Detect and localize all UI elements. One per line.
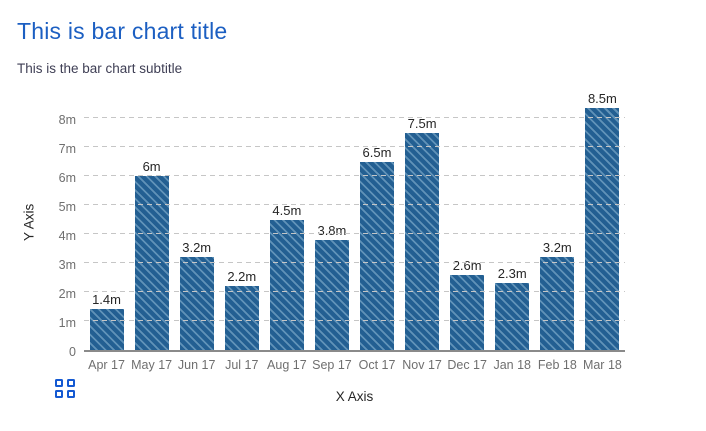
- bar[interactable]: [314, 239, 349, 350]
- page-subtitle: This is the bar chart subtitle: [17, 61, 183, 76]
- x-tick-label: Jun 17: [177, 358, 216, 372]
- bar-slot: 2.3m: [490, 92, 535, 350]
- bar[interactable]: [360, 161, 394, 350]
- x-tick-label: Feb 18: [537, 358, 577, 372]
- gridline: [84, 291, 625, 292]
- bar-slot: 3.2m: [174, 92, 219, 350]
- x-tick-label: Sep 17: [312, 358, 352, 372]
- gridline: [84, 146, 625, 147]
- bar-value-label: 2.3m: [497, 266, 527, 282]
- y-tick-label: 6m: [58, 171, 76, 185]
- bar[interactable]: [269, 219, 304, 350]
- y-tick-label: 5m: [58, 200, 76, 214]
- bar[interactable]: [179, 257, 214, 350]
- bar-value-label: 3.2m: [542, 240, 572, 256]
- y-axis-tick-labels: 0 1m 2m 3m 4m 5m 6m 7m 8m: [0, 92, 76, 359]
- bar[interactable]: [134, 176, 169, 350]
- grid-squares-icon[interactable]: [55, 379, 76, 399]
- bar-slot: 1.4m: [84, 92, 129, 350]
- bar[interactable]: [585, 108, 620, 350]
- page-title: This is bar chart title: [17, 18, 228, 44]
- y-tick-label: 8m: [58, 113, 76, 127]
- gridline: [84, 204, 625, 205]
- bar-value-label: 2.2m: [227, 269, 257, 285]
- grid-square: [67, 390, 75, 398]
- bar[interactable]: [540, 257, 575, 350]
- bar-value-label: 6.5m: [362, 144, 392, 160]
- bar-value-label: 7.5m: [407, 115, 437, 131]
- bar-value-label: 8.5m: [587, 91, 617, 106]
- x-tick-label: Nov 17: [402, 358, 442, 372]
- bar[interactable]: [495, 283, 530, 350]
- bar[interactable]: [405, 132, 440, 350]
- x-tick-label: Oct 17: [358, 358, 396, 372]
- bar[interactable]: [450, 274, 485, 350]
- grid-square: [55, 390, 63, 398]
- x-tick-label: Aug 17: [267, 358, 307, 372]
- bar-value-label: 3.2m: [182, 240, 212, 256]
- gridline: [84, 233, 625, 234]
- gridline: [84, 117, 625, 118]
- x-tick-label: Mar 18: [582, 358, 622, 372]
- gridline: [84, 175, 625, 176]
- x-axis-tick-labels: Apr 17 May 17 Jun 17 Jul 17 Aug 17 Sep 17 Oct …: [84, 358, 625, 372]
- x-tick-label: Apr 17: [88, 358, 125, 372]
- x-tick-label: Jan 18: [493, 358, 531, 372]
- x-tick-label: Dec 17: [447, 358, 487, 372]
- bar-slot: 2.6m: [445, 92, 490, 350]
- bar-slot: 6m: [129, 92, 174, 350]
- bar-slot: 3.8m: [309, 92, 354, 350]
- y-tick-label: 7m: [58, 142, 76, 156]
- bar-slot: 6.5m: [354, 92, 399, 350]
- x-tick-label: Jul 17: [225, 358, 259, 372]
- bar[interactable]: [224, 286, 259, 350]
- x-axis-title: X Axis: [335, 389, 374, 404]
- gridline: [84, 262, 625, 263]
- y-tick-label: 0: [69, 345, 76, 359]
- y-tick-label: 1m: [58, 316, 76, 330]
- bar-slot: 3.2m: [535, 92, 580, 350]
- y-tick-label: 4m: [58, 229, 76, 243]
- grid-square: [55, 379, 63, 387]
- bar-value-label: 3.8m: [317, 222, 347, 238]
- bar[interactable]: [89, 309, 124, 350]
- plot-area: 1.4m 6m 3.2m 2.2m 4.5m 3.8m 6.5m 7.5m 2.6m 2.3m 3.…: [84, 92, 625, 352]
- x-tick-label: May 17: [131, 358, 173, 372]
- bar-value-label: 4.5m: [272, 202, 302, 218]
- bar-slot: 4.5m: [264, 92, 309, 350]
- y-tick-label: 2m: [58, 287, 76, 301]
- bar-value-label: 2.6m: [452, 257, 482, 273]
- y-tick-label: 3m: [58, 258, 76, 272]
- gridline: [84, 320, 625, 321]
- bar-value-label: 6m: [142, 159, 161, 174]
- bar-value-label: 1.4m: [92, 292, 121, 308]
- bar-slot: 8.5m: [580, 92, 625, 350]
- grid-square: [67, 379, 75, 387]
- bar-slot: 7.5m: [400, 92, 445, 350]
- bars-row: 1.4m 6m 3.2m 2.2m 4.5m 3.8m 6.5m 7.5m 2.6m 2.3m 3.…: [84, 92, 625, 350]
- bar-slot: 2.2m: [219, 92, 264, 350]
